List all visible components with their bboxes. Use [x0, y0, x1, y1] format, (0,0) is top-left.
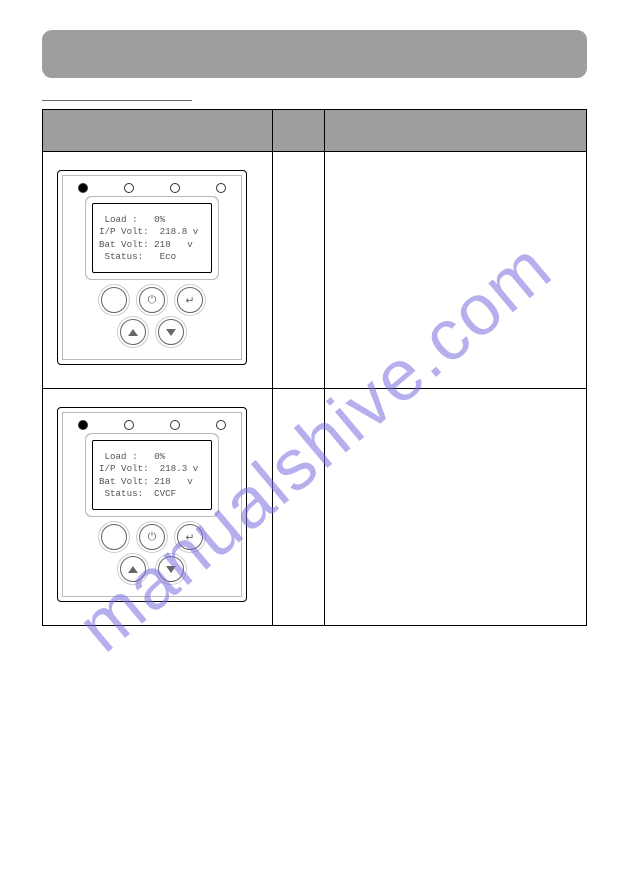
- button-row-2: [70, 556, 234, 582]
- led-1-icon: [78, 420, 88, 430]
- down-button[interactable]: [158, 556, 184, 582]
- page-container: Load : 0% I/P Volt: 218.8 v Bat Volt: 21…: [0, 0, 629, 656]
- screen-line-load: Load : 0%: [99, 214, 205, 226]
- led-2-icon: [124, 420, 134, 430]
- screen-line-ipvolt: I/P Volt: 218.8 v: [99, 226, 205, 238]
- down-arrow-icon: [166, 566, 176, 573]
- mid-cell: [273, 152, 325, 389]
- table-row: Load : 0% I/P Volt: 218.3 v Bat Volt: 21…: [43, 389, 587, 626]
- screen-line-load: Load : 0%: [99, 451, 205, 463]
- lcd-screen: Load : 0% I/P Volt: 218.8 v Bat Volt: 21…: [92, 203, 212, 273]
- enter-button[interactable]: ↵: [177, 524, 203, 550]
- screen-line-status: Status: Eco: [99, 251, 205, 263]
- lcd-screen: Load : 0% I/P Volt: 218.3 v Bat Volt: 21…: [92, 440, 212, 510]
- power-button[interactable]: ⏻: [139, 287, 165, 313]
- th-desc: [325, 110, 587, 152]
- table-header-row: [43, 110, 587, 152]
- down-arrow-icon: [166, 329, 176, 336]
- down-button[interactable]: [158, 319, 184, 345]
- button-row-1: ⏻ ↵: [70, 287, 234, 313]
- led-row: [70, 420, 234, 430]
- screen-line-batvolt: Bat Volt: 218 v: [99, 476, 205, 488]
- led-4-icon: [216, 183, 226, 193]
- th-panel: [43, 110, 273, 152]
- device-panel: Load : 0% I/P Volt: 218.8 v Bat Volt: 21…: [57, 170, 247, 365]
- mid-cell: [273, 389, 325, 626]
- blank-button[interactable]: [101, 524, 127, 550]
- enter-button[interactable]: ↵: [177, 287, 203, 313]
- panel-cell: Load : 0% I/P Volt: 218.3 v Bat Volt: 21…: [43, 389, 273, 626]
- panel-cell: Load : 0% I/P Volt: 218.8 v Bat Volt: 21…: [43, 152, 273, 389]
- desc-cell: [325, 152, 587, 389]
- up-arrow-icon: [128, 329, 138, 336]
- button-row-2: [70, 319, 234, 345]
- led-4-icon: [216, 420, 226, 430]
- power-button[interactable]: ⏻: [139, 524, 165, 550]
- section-underline: [42, 100, 192, 101]
- desc-cell: [325, 389, 587, 626]
- th-mid: [273, 110, 325, 152]
- up-button[interactable]: [120, 319, 146, 345]
- screen-line-ipvolt: I/P Volt: 218.3 v: [99, 463, 205, 475]
- led-2-icon: [124, 183, 134, 193]
- led-3-icon: [170, 420, 180, 430]
- led-1-icon: [78, 183, 88, 193]
- screen-line-status: Status: CVCF: [99, 488, 205, 500]
- button-row-1: ⏻ ↵: [70, 524, 234, 550]
- up-button[interactable]: [120, 556, 146, 582]
- device-panel: Load : 0% I/P Volt: 218.3 v Bat Volt: 21…: [57, 407, 247, 602]
- up-arrow-icon: [128, 566, 138, 573]
- screen-line-batvolt: Bat Volt: 218 v: [99, 239, 205, 251]
- blank-button[interactable]: [101, 287, 127, 313]
- table-row: Load : 0% I/P Volt: 218.8 v Bat Volt: 21…: [43, 152, 587, 389]
- title-bar: [42, 30, 587, 78]
- content-table: Load : 0% I/P Volt: 218.8 v Bat Volt: 21…: [42, 109, 587, 626]
- led-row: [70, 183, 234, 193]
- led-3-icon: [170, 183, 180, 193]
